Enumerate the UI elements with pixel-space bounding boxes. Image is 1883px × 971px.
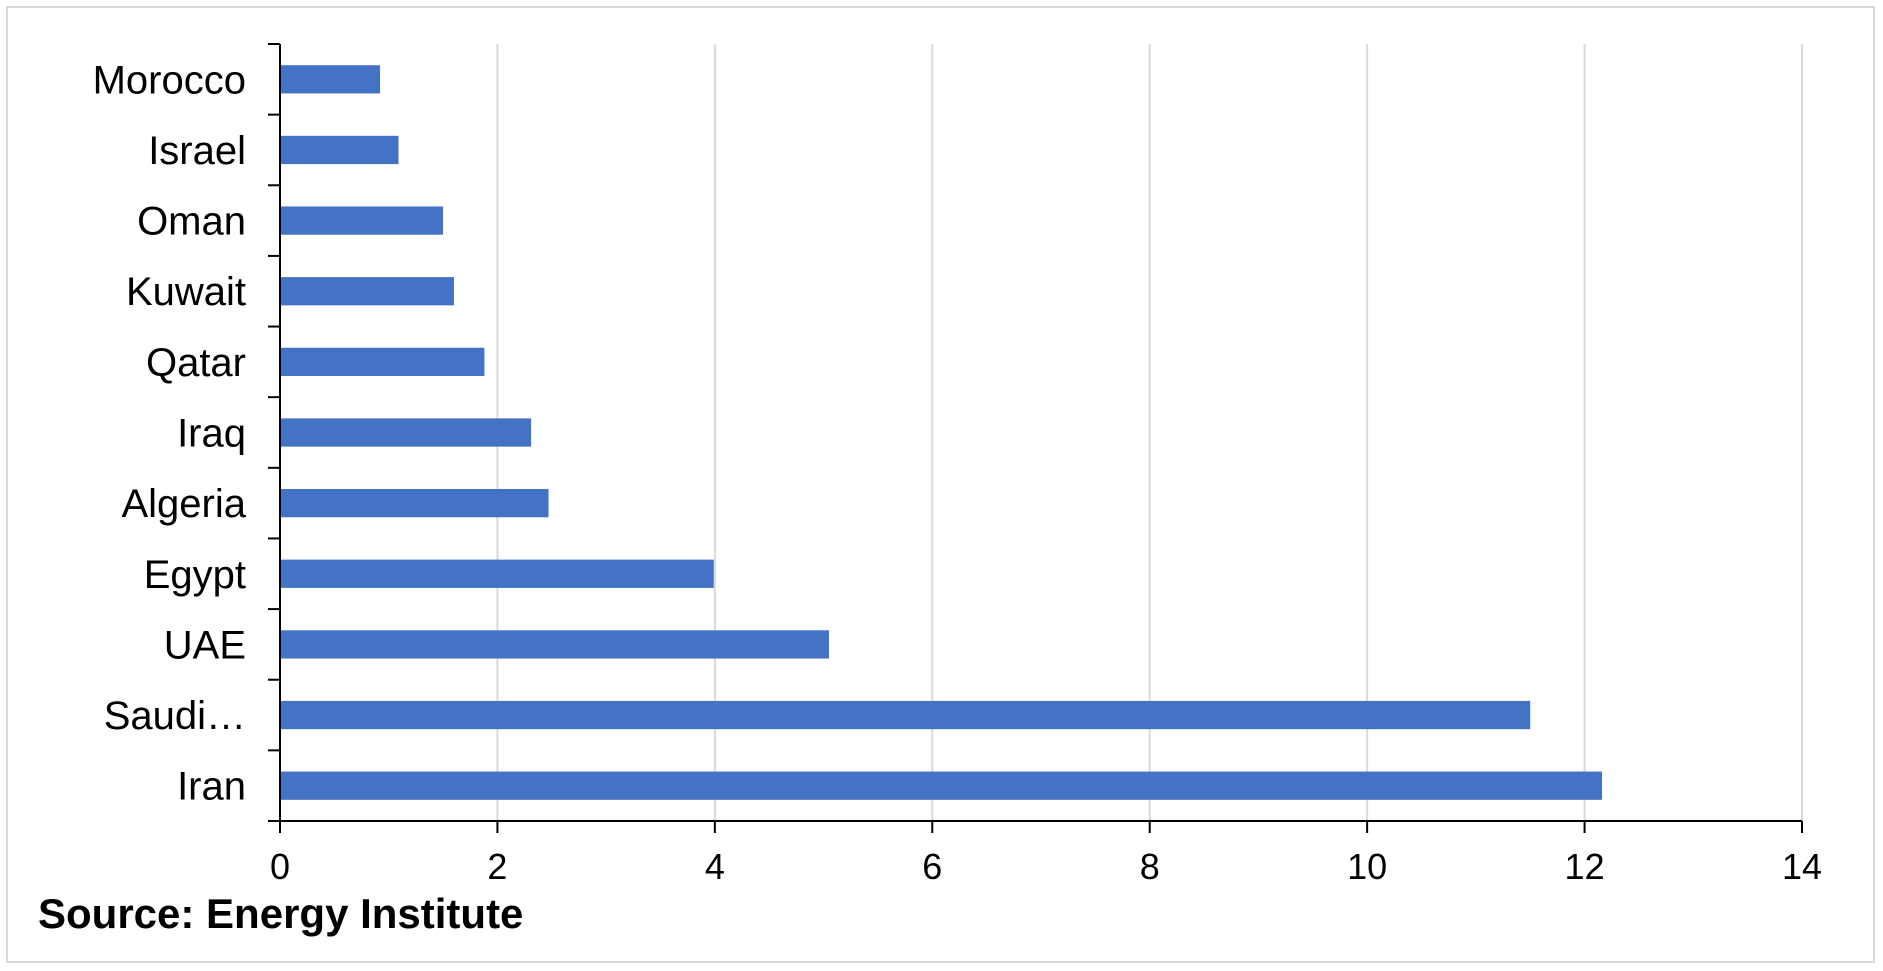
category-label-0: Morocco (93, 58, 246, 102)
tick-labels: 0 2 4 6 8 10 12 14 (270, 846, 1822, 887)
bar-chart: Morocco Israel Oman Kuwait Qatar Iraq Algeria E… (93, 43, 1822, 887)
x-tick-label-4: 8 (1140, 846, 1160, 887)
source-note: Source: Energy Institute (38, 890, 524, 937)
chart-frame: Morocco Israel Oman Kuwait Qatar Iraq Algeria E… (6, 6, 1875, 963)
category-label-1: Israel (148, 129, 246, 173)
category-label-2: Oman (137, 200, 246, 244)
bar-2 (280, 206, 444, 235)
bar-1 (280, 135, 399, 165)
axes (268, 43, 1803, 833)
category-label-5: Iraq (177, 412, 246, 456)
category-label-8: UAE (164, 623, 246, 667)
bar-9 (280, 700, 1531, 730)
x-tick-label-1: 2 (487, 846, 507, 887)
x-tick-label-6: 12 (1565, 846, 1605, 887)
bar-6 (280, 489, 549, 518)
category-label-6: Algeria (121, 482, 246, 526)
bar-10 (280, 771, 1602, 800)
bar-3 (280, 277, 454, 306)
bars (280, 65, 1602, 800)
gridlines (496, 44, 1803, 821)
bar-4 (280, 347, 485, 376)
category-label-3: Kuwait (126, 270, 246, 314)
x-tick-label-7: 14 (1782, 846, 1822, 887)
category-labels: Morocco Israel Oman Kuwait Qatar Iraq Algeria E… (93, 58, 247, 808)
category-label-9: Saudi… (104, 694, 246, 738)
bar-5 (280, 418, 532, 447)
category-label-7: Egypt (144, 553, 246, 597)
x-tick-label-5: 10 (1347, 846, 1387, 887)
bar-7 (280, 559, 714, 588)
bar-8 (280, 630, 830, 659)
x-tick-label-3: 6 (922, 846, 942, 887)
bar-0 (280, 65, 381, 94)
category-label-10: Iran (177, 765, 246, 809)
x-tick-label-2: 4 (705, 846, 725, 887)
category-label-4: Qatar (146, 341, 246, 385)
x-tick-label-0: 0 (270, 846, 290, 887)
